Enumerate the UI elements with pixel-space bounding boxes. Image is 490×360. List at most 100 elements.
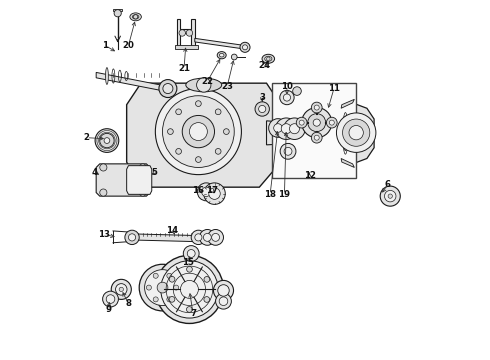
Circle shape (267, 57, 270, 60)
Circle shape (100, 189, 107, 196)
Circle shape (337, 113, 376, 152)
Circle shape (290, 124, 299, 134)
Ellipse shape (105, 68, 108, 84)
Ellipse shape (220, 53, 224, 57)
Circle shape (191, 230, 205, 244)
Circle shape (196, 78, 211, 92)
Circle shape (163, 84, 173, 94)
Circle shape (155, 255, 223, 323)
Circle shape (219, 297, 228, 306)
Circle shape (209, 188, 221, 199)
Circle shape (125, 230, 139, 244)
Circle shape (215, 109, 221, 115)
Polygon shape (126, 166, 152, 194)
Circle shape (114, 10, 122, 17)
Circle shape (311, 132, 322, 143)
Circle shape (216, 293, 231, 309)
Text: 22: 22 (201, 77, 213, 86)
Polygon shape (96, 72, 170, 92)
Circle shape (308, 114, 326, 132)
Circle shape (187, 307, 192, 312)
Circle shape (349, 126, 364, 140)
Circle shape (204, 183, 225, 204)
Circle shape (147, 285, 151, 290)
Circle shape (204, 276, 210, 282)
Circle shape (167, 273, 172, 278)
Ellipse shape (265, 56, 272, 61)
Circle shape (116, 284, 127, 295)
Text: 18: 18 (264, 190, 276, 199)
Circle shape (343, 119, 370, 146)
Circle shape (106, 295, 115, 303)
Circle shape (280, 90, 294, 105)
Text: 9: 9 (105, 305, 111, 314)
Circle shape (208, 229, 223, 245)
Circle shape (329, 120, 334, 125)
Circle shape (100, 164, 107, 171)
Ellipse shape (186, 78, 221, 92)
Circle shape (280, 143, 296, 159)
Ellipse shape (132, 15, 139, 19)
Polygon shape (341, 158, 354, 167)
Bar (175, 45, 198, 49)
Circle shape (284, 118, 305, 139)
Circle shape (196, 101, 201, 107)
Circle shape (157, 282, 168, 293)
Bar (113, 9, 122, 12)
Text: 23: 23 (221, 82, 233, 91)
Circle shape (385, 190, 396, 202)
Circle shape (153, 273, 158, 278)
Ellipse shape (217, 51, 226, 59)
Circle shape (128, 234, 136, 241)
Circle shape (173, 285, 179, 290)
Text: 14: 14 (167, 226, 179, 235)
Circle shape (133, 15, 138, 19)
Circle shape (197, 183, 215, 201)
Circle shape (284, 147, 292, 155)
Circle shape (139, 189, 147, 196)
Circle shape (293, 87, 301, 95)
Circle shape (159, 80, 177, 98)
Circle shape (183, 246, 199, 261)
Circle shape (259, 105, 266, 113)
Circle shape (186, 30, 193, 36)
Circle shape (111, 279, 131, 300)
Text: 4: 4 (92, 168, 98, 177)
Circle shape (167, 297, 172, 302)
Circle shape (255, 102, 270, 116)
Text: 7: 7 (190, 309, 196, 318)
Circle shape (223, 129, 229, 134)
Circle shape (169, 276, 175, 282)
Text: 12: 12 (303, 171, 316, 180)
Circle shape (203, 233, 211, 241)
Circle shape (139, 264, 186, 311)
Text: 2: 2 (83, 133, 90, 142)
Text: 15: 15 (182, 258, 194, 267)
Circle shape (243, 45, 247, 50)
Circle shape (218, 285, 229, 296)
Text: 1: 1 (102, 41, 108, 50)
Circle shape (314, 105, 319, 110)
Circle shape (199, 229, 215, 245)
Circle shape (281, 124, 291, 134)
Polygon shape (177, 19, 195, 47)
Text: 21: 21 (178, 64, 190, 73)
Circle shape (326, 117, 337, 128)
Circle shape (169, 297, 175, 302)
Text: 6: 6 (385, 180, 391, 189)
Text: 8: 8 (125, 299, 131, 308)
Polygon shape (195, 39, 245, 49)
Circle shape (102, 291, 119, 307)
Circle shape (231, 54, 237, 60)
Text: 16: 16 (193, 185, 204, 194)
Circle shape (274, 124, 282, 132)
Text: 11: 11 (328, 84, 340, 93)
Polygon shape (334, 103, 374, 164)
Circle shape (153, 297, 158, 302)
Circle shape (161, 261, 218, 318)
Circle shape (190, 123, 207, 140)
Circle shape (388, 194, 392, 198)
Circle shape (201, 187, 211, 197)
Circle shape (155, 89, 242, 175)
Circle shape (296, 117, 307, 128)
